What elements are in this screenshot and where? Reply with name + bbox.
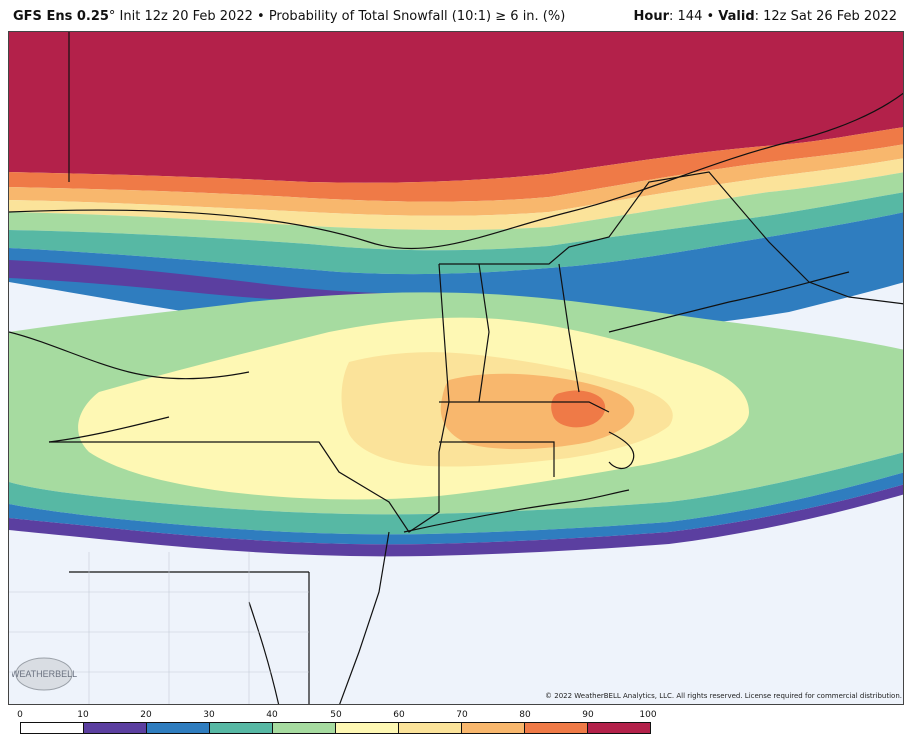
great-lakes-shore xyxy=(9,331,250,443)
separator: • xyxy=(252,9,269,24)
chesapeake xyxy=(248,601,280,704)
band-20 xyxy=(9,212,903,335)
band-30 xyxy=(9,192,903,275)
us-canada-border xyxy=(68,32,903,305)
st-lawrence-coast xyxy=(9,92,903,250)
snowfall-probability-map xyxy=(8,31,904,705)
legend-swatch xyxy=(588,723,650,733)
valid-label: Valid xyxy=(718,9,755,24)
band-80-core xyxy=(551,390,606,428)
probability-legend: 0 10 20 30 40 50 60 70 80 90 100 xyxy=(17,710,657,735)
legend-tick: 70 xyxy=(456,710,468,720)
county-lines xyxy=(9,552,309,704)
band-90 xyxy=(9,32,903,183)
long-island xyxy=(403,489,630,533)
degree-symbol: ° xyxy=(108,9,116,24)
legend-swatch xyxy=(525,723,588,733)
band-10-south xyxy=(9,484,903,557)
vt-nh-border xyxy=(478,263,580,403)
legend-tick: 20 xyxy=(140,710,152,720)
hour-label: Hour xyxy=(633,9,670,24)
legend-swatch xyxy=(210,723,273,733)
legend-tick: 0 xyxy=(17,710,23,720)
legend-tick: 90 xyxy=(582,710,594,720)
nj-pa-borders xyxy=(69,531,390,704)
logo-svg: WEATHERBELL xyxy=(11,657,77,691)
product-name: Probability of Total Snowfall (10:1) ≥ 6… xyxy=(268,9,566,24)
legend-swatch xyxy=(273,723,336,733)
valid-value: : 12z Sat 26 Feb 2022 xyxy=(754,9,897,24)
map-header: GFS Ens 0.25° Init 12z 20 Feb 2022 • Pro… xyxy=(0,0,913,31)
header-valid: Hour: 144 • Valid: 12z Sat 26 Feb 2022 xyxy=(634,9,897,24)
copyright-notice: © 2022 WeatherBELL Analytics, LLC. All r… xyxy=(545,692,902,700)
model-name: GFS Ens 0.25 xyxy=(13,9,109,24)
band-70 xyxy=(9,144,903,216)
legend-tick: 50 xyxy=(330,710,342,720)
cape-cod xyxy=(608,431,635,470)
legend-swatch xyxy=(147,723,210,733)
legend-tick: 30 xyxy=(203,710,215,720)
band-10 xyxy=(9,260,429,303)
legend-swatch xyxy=(399,723,462,733)
band-60 xyxy=(9,158,903,230)
ny-state-border xyxy=(49,263,450,533)
legend-tick: 40 xyxy=(266,710,278,720)
band-20-south xyxy=(9,472,903,545)
header-title: GFS Ens 0.25° Init 12z 20 Feb 2022 • Pro… xyxy=(13,9,565,24)
init-time: Init 12z 20 Feb 2022 xyxy=(115,9,253,24)
logo-text: WEATHERBELL xyxy=(12,669,77,679)
legend-swatch xyxy=(84,723,147,733)
legend-colorbar xyxy=(20,722,651,734)
legend-tick: 10 xyxy=(77,710,89,720)
legend-swatch xyxy=(21,723,84,733)
legend-swatch xyxy=(336,723,399,733)
weatherbell-logo: WEATHERBELL xyxy=(11,652,88,694)
legend-tick: 80 xyxy=(519,710,531,720)
ma-border xyxy=(439,401,610,477)
legend-tick: 100 xyxy=(639,710,657,720)
borders xyxy=(9,32,903,704)
map-svg xyxy=(9,32,903,704)
maine-coast xyxy=(608,271,850,333)
band-80 xyxy=(9,127,903,202)
band-40 xyxy=(9,172,903,251)
legend-tick: 60 xyxy=(393,710,405,720)
band-30-south xyxy=(9,452,903,535)
legend-swatch xyxy=(462,723,525,733)
hour-value: : 144 • xyxy=(669,9,719,24)
